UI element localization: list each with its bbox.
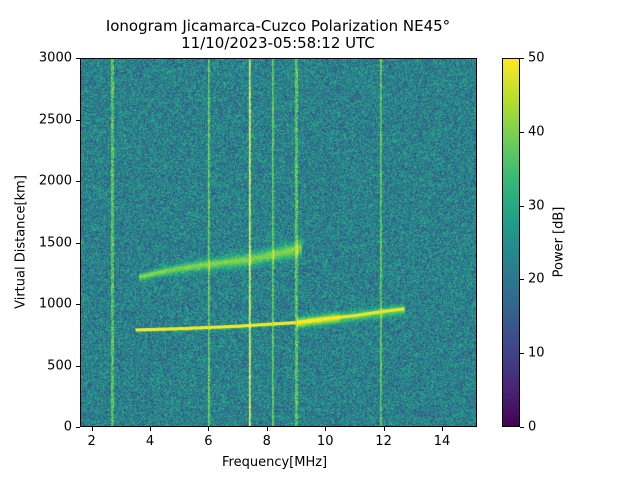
x-tick-mark (208, 427, 210, 431)
y-tick-label: 3000 (38, 50, 72, 66)
colorbar (502, 58, 520, 427)
plot-frame (80, 58, 477, 427)
colorbar-tick-label: 20 (528, 271, 545, 287)
colorbar-tick-mark (520, 131, 524, 133)
colorbar-tick-label: 50 (528, 50, 545, 66)
y-tick-label: 500 (47, 358, 72, 373)
colorbar-tick-label: 10 (528, 345, 545, 361)
x-tick-mark (441, 427, 443, 431)
colorbar-tick-mark (520, 279, 524, 281)
y-tick-mark (76, 365, 80, 367)
y-tick-label: 2500 (38, 112, 72, 127)
y-tick-label: 1000 (38, 296, 72, 312)
y-tick-label: 2000 (38, 173, 72, 189)
y-tick-mark (76, 58, 80, 59)
chart-title: Ionogram Jicamarca-Cuzco Polarization NE… (105, 17, 451, 35)
second-hop-trace (138, 246, 303, 278)
x-tick-label: 6 (204, 434, 213, 449)
x-tick-label: 14 (433, 434, 451, 449)
colorbar-tick-mark (520, 58, 524, 59)
colorbar-tick-mark (520, 353, 524, 355)
colorbar-tick-mark (520, 427, 524, 428)
x-tick-mark (383, 427, 385, 431)
x-tick-mark (266, 427, 268, 431)
colorbar-tick-label: 30 (528, 198, 545, 214)
y-tick-label: 0 (63, 419, 72, 435)
x-tick-mark (91, 427, 93, 431)
x-tick-label: 2 (87, 434, 96, 449)
trace-overlay (111, 58, 405, 427)
x-axis-label: Frequency[MHz] (222, 455, 328, 470)
y-tick-label: 1500 (38, 235, 72, 250)
colorbar-label: Power [dB] (551, 206, 567, 278)
x-tick-label: 4 (145, 434, 155, 449)
y-tick-mark (76, 242, 80, 244)
y-tick-mark (76, 304, 80, 305)
y-tick-mark (76, 427, 80, 428)
colorbar-tick-label: 40 (528, 124, 545, 140)
x-tick-label: 12 (375, 434, 392, 449)
x-tick-mark (150, 427, 152, 431)
x-tick-label: 8 (262, 434, 271, 449)
chart-subtitle: 11/10/2023-05:58:12 UTC (181, 34, 375, 52)
x-tick-label: 10 (316, 434, 334, 449)
y-tick-mark (76, 181, 80, 182)
plot-area (80, 58, 477, 427)
heatmap-canvas (80, 58, 477, 427)
y-axis-label: Virtual Distance[km] (13, 175, 29, 309)
x-tick-mark (325, 427, 327, 431)
y-tick-mark (76, 119, 80, 121)
colorbar-tick-label: 0 (528, 419, 537, 435)
first-hop-trace (135, 307, 405, 332)
colorbar-tick-mark (520, 205, 524, 207)
